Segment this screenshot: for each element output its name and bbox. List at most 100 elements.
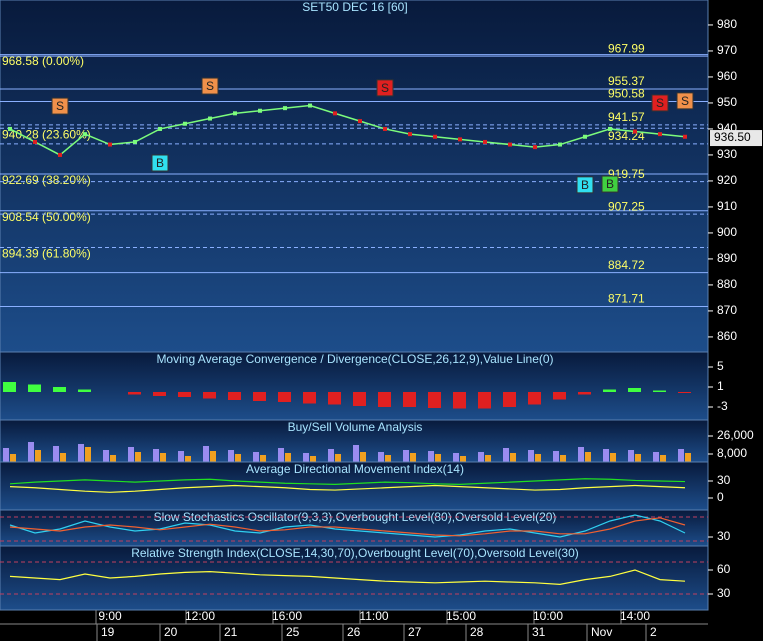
bar — [53, 387, 66, 392]
price-bar — [308, 103, 312, 108]
x-tick-label: 16:00 — [272, 609, 302, 623]
y-tick-label: 0 — [717, 490, 724, 504]
bar — [203, 446, 209, 462]
bar — [603, 389, 616, 392]
price-bar — [433, 134, 437, 139]
level-label: 941.57 — [608, 110, 645, 124]
bar — [28, 384, 41, 392]
bar — [278, 448, 284, 462]
bar — [160, 453, 166, 462]
level-label: 894.39 (61.80%) — [2, 247, 91, 261]
bar — [3, 382, 16, 392]
signal-marker — [376, 79, 394, 97]
y-tick-label: 30 — [717, 473, 731, 487]
bar — [253, 452, 259, 462]
level-label: 968.58 (0.00%) — [2, 54, 84, 68]
date-label: 20 — [164, 625, 178, 639]
price-bar — [258, 108, 262, 113]
bar — [685, 453, 691, 462]
bar — [585, 452, 591, 462]
signal-marker — [151, 154, 169, 172]
y-tick-label: 970 — [717, 43, 737, 57]
date-label: Nov — [591, 625, 612, 639]
bar — [78, 389, 91, 392]
bar — [35, 450, 41, 462]
price-bar — [108, 142, 112, 147]
bar — [435, 454, 441, 462]
bar — [85, 447, 91, 462]
y-tick-label: -3 — [717, 399, 728, 413]
price-bar — [658, 132, 662, 137]
date-label: 26 — [347, 625, 361, 639]
bar — [603, 449, 609, 462]
date-label: 31 — [532, 625, 546, 639]
price-bar — [583, 134, 587, 139]
panel-background — [0, 351, 709, 421]
last-price-box — [710, 130, 762, 147]
bar — [553, 451, 559, 462]
bar — [310, 456, 316, 462]
price-bar — [358, 119, 362, 124]
price-bar — [58, 152, 62, 157]
bar — [410, 453, 416, 462]
bar — [478, 452, 484, 462]
bar — [278, 392, 291, 402]
bar — [653, 452, 659, 462]
bar — [403, 450, 409, 462]
price-bar — [383, 126, 387, 131]
series-line — [9, 478, 686, 485]
y-tick-label: 890 — [717, 251, 737, 265]
price-bar — [133, 139, 137, 144]
price-bar — [608, 126, 612, 131]
bar — [253, 392, 266, 401]
signal-label: S — [206, 79, 214, 93]
price-bar — [558, 142, 562, 147]
level-label: 884.72 — [608, 258, 645, 272]
panel-background — [0, 0, 709, 353]
series-line — [9, 484, 686, 493]
price-bar — [508, 142, 512, 147]
series-line — [9, 104, 686, 156]
level-label: 950.58 — [608, 87, 645, 101]
last-price-label: 936.50 — [714, 130, 751, 144]
bar — [228, 450, 234, 462]
signal-marker — [651, 94, 669, 112]
bar — [678, 392, 691, 393]
y-tick-label: 860 — [717, 329, 737, 343]
price-bar — [633, 129, 637, 134]
x-tick-label: 15:00 — [446, 609, 476, 623]
bar — [635, 454, 641, 462]
date-label: 21 — [224, 625, 238, 639]
bar — [128, 392, 141, 395]
bar — [628, 388, 641, 392]
y-tick-label: 60 — [717, 562, 731, 576]
series-line — [9, 517, 686, 537]
bar — [78, 444, 84, 462]
bar — [485, 455, 491, 462]
x-tick-label: 10:00 — [533, 609, 563, 623]
bar — [660, 455, 666, 462]
bar — [528, 392, 541, 405]
bar — [478, 392, 491, 409]
bar — [628, 450, 634, 462]
bar — [353, 392, 366, 406]
level-label: 907.25 — [608, 199, 645, 213]
bar — [153, 392, 166, 396]
date-label: 27 — [408, 625, 422, 639]
bar — [203, 392, 216, 399]
bar — [653, 390, 666, 392]
signal-marker — [201, 77, 219, 95]
bar — [360, 452, 366, 462]
signal-marker — [51, 97, 69, 115]
bar — [385, 455, 391, 462]
signal-label: B — [156, 156, 164, 170]
level-label: 967.99 — [608, 41, 645, 55]
y-tick-label: 8,000 — [717, 446, 747, 460]
bar — [503, 448, 509, 462]
price-bar — [183, 121, 187, 126]
bar — [178, 451, 184, 462]
price-bar — [233, 111, 237, 116]
price-bar — [333, 111, 337, 116]
level-label: 908.54 (50.00%) — [2, 210, 91, 224]
